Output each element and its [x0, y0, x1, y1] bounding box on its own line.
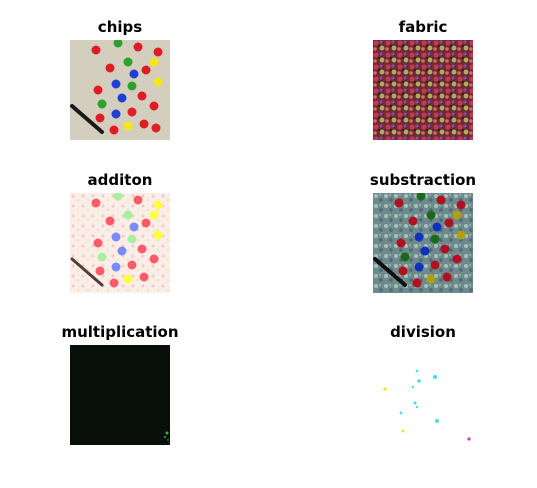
- panel-title-fabric: fabric: [398, 18, 448, 36]
- multiplication-image: [70, 345, 170, 445]
- addition-result: [70, 193, 170, 293]
- addition-image: [70, 193, 170, 293]
- chips-image: [70, 40, 170, 140]
- division-result: [373, 345, 473, 445]
- division-image: [373, 345, 473, 445]
- fabric-texture: [373, 40, 473, 140]
- multiplication-result: [70, 345, 170, 445]
- chips-photo: [70, 40, 170, 140]
- subtraction-result: [373, 193, 473, 293]
- panel-title-addition: additon: [87, 171, 153, 189]
- panel-title-chips: chips: [97, 18, 143, 36]
- fabric-image: [373, 40, 473, 140]
- panel-title-multiplication: multiplication: [61, 323, 179, 341]
- panel-title-division: division: [390, 323, 456, 341]
- subtraction-image: [373, 193, 473, 293]
- panel-title-subtraction: substraction: [369, 171, 477, 189]
